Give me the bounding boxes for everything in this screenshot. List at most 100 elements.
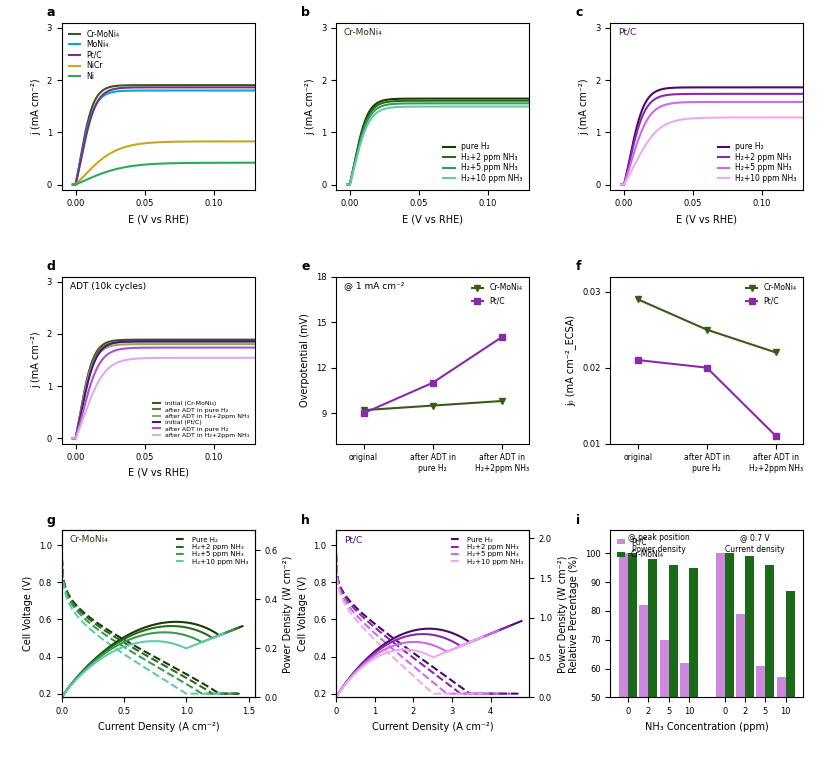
pure H₂: [364, 108, 374, 117]
H₂+2 ppm NH₃: [456, 96, 466, 105]
Pure H₂: [164, 660, 174, 669]
Cr-MoNi₄: [140, 80, 150, 89]
H₂+10 ppm NH₃: [639, 144, 648, 153]
after ADT in pure H₂: [250, 343, 260, 352]
MoNi₄: [68, 180, 77, 189]
H₂+2 ppm NH₃: [208, 689, 218, 698]
H₂+2 ppm NH₃: [731, 89, 741, 99]
Y-axis label: j₀ (mA cm⁻²_ECSA): j₀ (mA cm⁻²_ECSA): [565, 315, 577, 406]
H₂+2 ppm NH₃: [749, 89, 759, 99]
H₂+10 ppm NH₃: [419, 681, 428, 690]
H₂+10 ppm NH₃: [616, 180, 626, 189]
Bar: [776, 677, 785, 758]
after ADT in pure H₂: [68, 434, 77, 443]
MoNi₄: [140, 86, 150, 95]
Legend: Cr-MoNi₄, Pt/C: Cr-MoNi₄, Pt/C: [469, 280, 526, 309]
H₂+10 ppm NH₃: [456, 102, 466, 111]
H₂+2 ppm NH₃: [438, 675, 447, 684]
H₂+10 ppm NH₃: [331, 568, 341, 578]
X-axis label: E (V vs RHE): E (V vs RHE): [677, 214, 737, 224]
H₂+2 ppm NH₃: [218, 689, 227, 698]
Bar: [765, 565, 775, 758]
Ni: [199, 158, 209, 168]
Y-axis label: j (mA cm⁻²): j (mA cm⁻²): [31, 78, 41, 135]
H₂+2 ppm NH₃: [331, 550, 341, 559]
Ni: [127, 161, 137, 171]
Line: H₂+2 ppm NH₃: H₂+2 ppm NH₃: [621, 94, 803, 184]
Line: H₂+10 ppm NH₃: H₂+10 ppm NH₃: [621, 117, 803, 184]
H₂+5 ppm NH₃: [401, 99, 411, 108]
H₂+2 ppm NH₃: [434, 672, 444, 681]
H₂+5 ppm NH₃: [639, 123, 648, 132]
Pure H₂: [331, 550, 341, 559]
Ni: [250, 158, 260, 168]
NiCr: [199, 137, 209, 146]
Pure H₂: [445, 675, 455, 684]
Cr-MoNi₄: [702, 325, 712, 334]
Y-axis label: j (mA cm⁻²): j (mA cm⁻²): [306, 78, 316, 135]
Pt/C: [428, 378, 438, 387]
Text: Cr-MoNi₄: Cr-MoNi₄: [344, 28, 382, 36]
Text: a: a: [46, 6, 55, 19]
Legend: Pure H₂, H₂+2 ppm NH₃, H₂+5 ppm NH₃, H₂+10 ppm NH₃: Pure H₂, H₂+2 ppm NH₃, H₂+5 ppm NH₃, H₂+…: [448, 534, 526, 568]
after ADT in H₂+2ppm NH₃: [90, 356, 100, 365]
Text: Pt/C: Pt/C: [618, 28, 636, 36]
H₂+10 ppm NH₃: [153, 672, 163, 681]
H₂+5 ppm NH₃: [197, 689, 207, 698]
H₂+2 ppm NH₃: [58, 567, 68, 576]
H₂+5 ppm NH₃: [475, 99, 485, 108]
H₂+5 ppm NH₃: [427, 677, 437, 686]
Text: Pt/C: Pt/C: [344, 535, 362, 544]
X-axis label: E (V vs RHE): E (V vs RHE): [402, 214, 463, 224]
Bar: [785, 590, 794, 758]
H₂+2 ppm NH₃: [434, 673, 444, 682]
Y-axis label: Relative Percentage (%): Relative Percentage (%): [569, 555, 579, 672]
H₂+10 ppm NH₃: [689, 114, 699, 123]
H₂+5 ppm NH₃: [748, 97, 758, 106]
H₂+5 ppm NH₃: [331, 550, 341, 559]
H₂+10 ppm NH₃: [418, 680, 428, 689]
after ADT in H₂+2ppm NH₃: [200, 353, 210, 362]
Line: Pure H₂: Pure H₂: [336, 554, 522, 694]
H₂+2 ppm NH₃: [162, 662, 171, 672]
H₂+2 ppm NH₃: [505, 689, 515, 698]
initial (Pt/C): [250, 337, 260, 346]
MoNi₄: [250, 86, 260, 95]
pure H₂: [401, 94, 411, 103]
Bar: [756, 666, 765, 758]
Pure H₂: [488, 689, 498, 698]
Line: Pure H₂: Pure H₂: [62, 558, 242, 694]
Text: Cr-MoNi₄: Cr-MoNi₄: [69, 535, 109, 544]
after ADT in pure H₂: [199, 343, 209, 352]
H₂+5 ppm NH₃: [428, 678, 438, 687]
H₂+10 ppm NH₃: [401, 102, 411, 111]
Cr-MoNi₄: [358, 406, 368, 415]
after ADT in pure H₂: [199, 337, 209, 346]
after ADT in H₂+2ppm NH₃: [127, 355, 137, 364]
X-axis label: Current Density (A cm⁻²): Current Density (A cm⁻²): [372, 722, 494, 731]
pure H₂: [474, 94, 484, 103]
initial (Pt/C): [140, 337, 150, 346]
H₂+5 ppm NH₃: [524, 99, 534, 108]
Pure H₂: [442, 672, 452, 681]
pure H₂: [524, 94, 534, 103]
initial (Cr-MoNi₄): [200, 335, 210, 344]
Line: NiCr: NiCr: [73, 142, 255, 184]
H₂+2 ppm NH₃: [639, 110, 648, 119]
MoNi₄: [182, 86, 192, 95]
Cr-MoNi₄: [497, 396, 507, 406]
H₂+5 ppm NH₃: [689, 98, 699, 107]
Text: i: i: [575, 514, 579, 527]
H₂+5 ppm NH₃: [229, 689, 239, 698]
Pure H₂: [517, 689, 527, 698]
pure H₂: [475, 94, 485, 103]
Pure H₂: [221, 689, 231, 698]
after ADT in pure H₂: [68, 434, 77, 443]
Y-axis label: Cell Voltage (V): Cell Voltage (V): [23, 576, 33, 651]
after ADT in H₂+2ppm NH₃: [68, 434, 77, 443]
H₂+10 ppm NH₃: [364, 117, 374, 127]
H₂+2 ppm NH₃: [689, 89, 699, 99]
Line: Pt/C: Pt/C: [634, 356, 780, 440]
H₂+5 ppm NH₃: [616, 180, 626, 189]
pure H₂: [749, 83, 759, 92]
